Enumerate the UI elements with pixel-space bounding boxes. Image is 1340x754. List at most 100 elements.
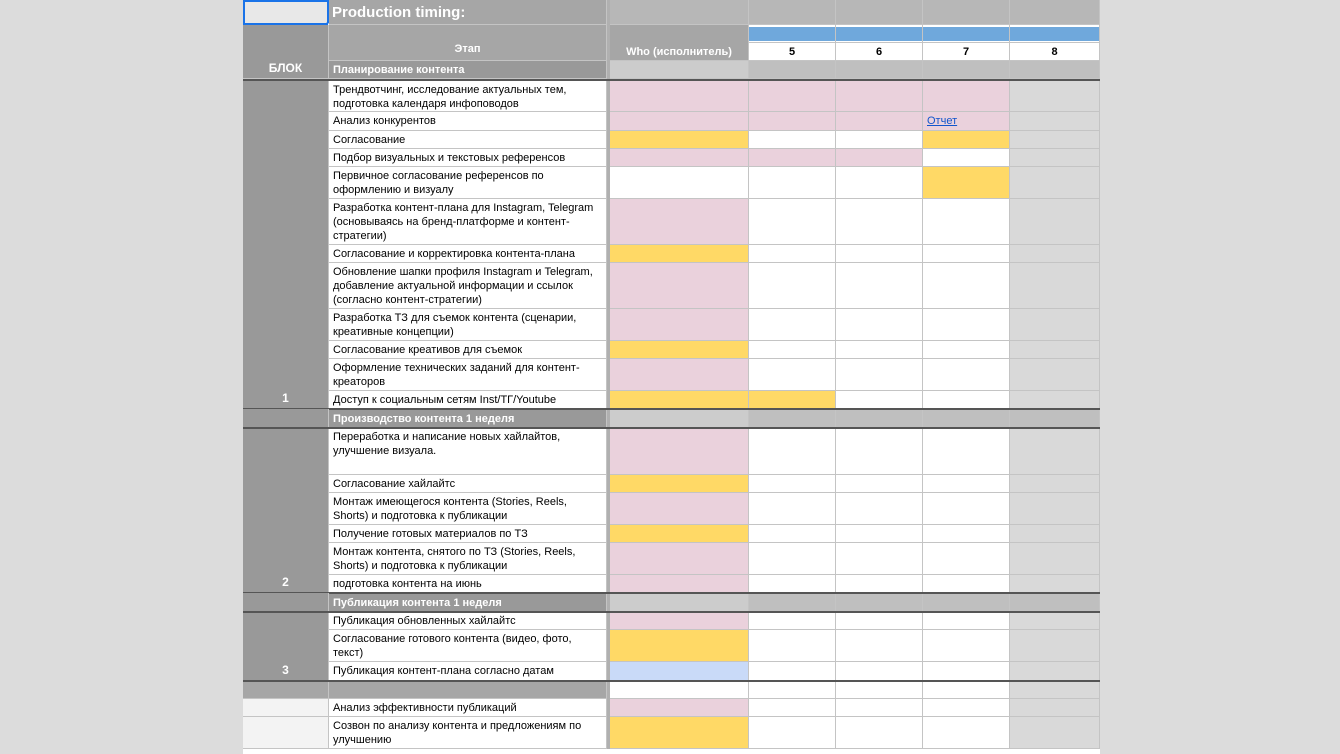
section-cell [836,61,923,79]
week-band-fill [923,27,1009,41]
empty-cell [243,699,329,717]
section-cell [923,410,1010,428]
week-cell [1010,263,1100,309]
assignee-cell [610,341,749,359]
week-cell [1010,341,1100,359]
week-cell [836,682,923,699]
week-cell [836,717,923,749]
block-label: 3 [243,593,329,681]
selected-cell [243,0,329,25]
section-cell [836,594,923,612]
block-border [243,408,1100,410]
block-border [243,592,1100,594]
week-band-fill [749,27,835,41]
task-cell: Согласование хайлайтс [329,475,607,493]
week-cell [836,81,923,112]
week-cell [1010,309,1100,341]
week-cell [923,525,1010,543]
week-cell [749,630,836,662]
assignee-cell [610,575,749,593]
week-cell [749,131,836,149]
block-border [243,427,1100,429]
block-label: 1 [243,79,329,409]
week-cell [749,525,836,543]
week-number: 7 [923,43,1010,61]
week-cell [1010,167,1100,199]
week-cell [923,612,1010,630]
block-border [243,611,1100,613]
week-cell [923,309,1010,341]
week-cell [923,149,1010,167]
week-cell [923,575,1010,593]
task-cell: подготовка контента на июнь [329,575,607,593]
section-cell [749,594,836,612]
block-border [243,680,1100,682]
week-cell [749,149,836,167]
week-cell [749,391,836,409]
empty-cell [329,682,607,699]
week-band [749,25,836,43]
week-cell [923,543,1010,575]
assignee-cell [610,263,749,309]
week-cell [1010,717,1100,749]
report-link[interactable]: Отчет [927,115,958,127]
week-cell [836,475,923,493]
week-cell [749,309,836,341]
block-header: БЛОК [243,25,329,79]
week-cell [836,630,923,662]
week-cell: Отчет [923,112,1010,131]
section-title: Публикация контента 1 неделя [329,594,607,612]
week-cell [1010,662,1100,681]
week-cell [836,493,923,525]
section-cell [610,594,749,612]
week-cell [836,112,923,131]
week-cell [749,263,836,309]
section-title: Производство контента 1 неделя [329,410,607,428]
stage-header: Этап [329,25,607,61]
week-cell [836,525,923,543]
week-cell [749,682,836,699]
block-border [243,79,1100,81]
week-cell [923,662,1010,681]
week-cell [836,543,923,575]
week-cell [1010,131,1100,149]
empty-cell [243,717,329,749]
week-cell [749,493,836,525]
task-cell: Трендвотчинг, исследование актуальных те… [329,81,607,112]
assignee-cell [610,81,749,112]
week-cell [1010,81,1100,112]
task-cell: Созвон по анализу контента и предложения… [329,717,607,749]
week-cell [923,391,1010,409]
week-cell [836,149,923,167]
week-cell [749,341,836,359]
week-cell [749,112,836,131]
week-cell [749,475,836,493]
assignee-cell [610,309,749,341]
assignee-cell [610,525,749,543]
week-cell [836,428,923,475]
week-band-fill [1010,27,1099,41]
week-cell [1010,359,1100,391]
task-cell: Доступ к социальным сетям Inst/ТГ/Youtub… [329,391,607,409]
task-cell: Публикация контент-плана согласно датам [329,662,607,681]
week-cell [610,682,749,699]
empty-cell [243,682,329,699]
task-cell: Согласование готового контента (видео, ф… [329,630,607,662]
week-cell [836,263,923,309]
week-cell [923,81,1010,112]
week-cell [923,682,1010,699]
task-cell: Получение готовых материалов по ТЗ [329,525,607,543]
assignee-cell [610,543,749,575]
task-cell: Разработка контент-плана для Instagram, … [329,199,607,245]
section-cell [923,61,1010,79]
task-cell: Монтаж имеющегося контента (Stories, Ree… [329,493,607,525]
week-cell [923,630,1010,662]
week-cell [836,199,923,245]
assignee-cell [610,475,749,493]
week-cell [836,575,923,593]
week-cell [1010,630,1100,662]
section-cell [836,410,923,428]
week-cell [923,359,1010,391]
assignee-cell [610,359,749,391]
task-cell: Переработка и написание новых хайлайтов,… [329,428,607,475]
